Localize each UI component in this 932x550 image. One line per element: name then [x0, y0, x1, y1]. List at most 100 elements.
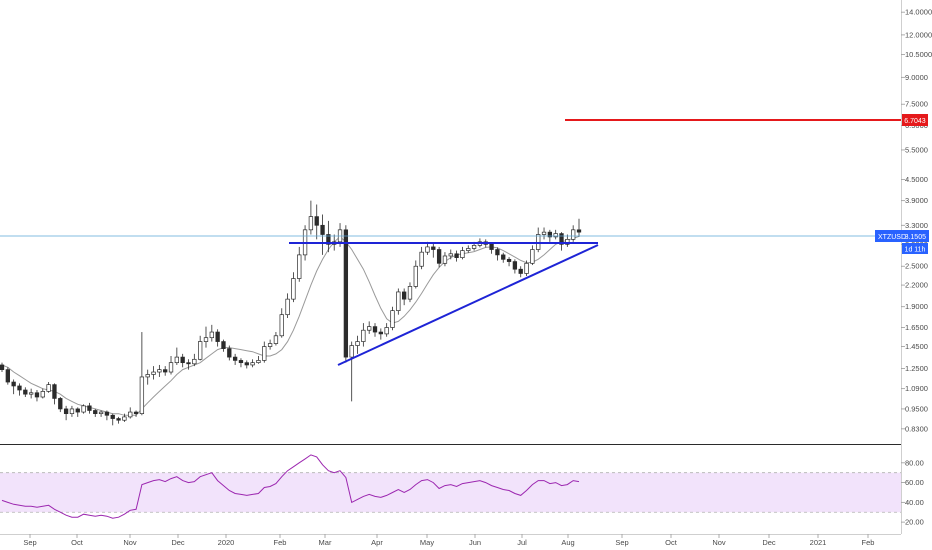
- price-tick-label: 12.0000: [905, 30, 932, 39]
- candle-body-down: [180, 356, 185, 364]
- candle: [297, 246, 302, 282]
- candle-body-up: [128, 411, 133, 418]
- candle: [524, 260, 529, 276]
- price-axis[interactable]: 14.000012.000010.50009.00007.50006.50005…: [901, 8, 932, 434]
- time-tick-label: Nov: [712, 538, 726, 547]
- candle-body-down: [244, 362, 249, 366]
- candle: [489, 242, 494, 254]
- target-price-tag: 6.7043: [902, 114, 928, 126]
- candle: [163, 366, 168, 376]
- candle-body-up: [460, 250, 465, 258]
- candle-body-up: [571, 229, 576, 240]
- candle: [23, 387, 28, 398]
- time-tick-label: Feb: [274, 538, 287, 547]
- rsi-axis[interactable]: 80.00 60.00 40.00 20.00: [901, 458, 924, 527]
- time-tick-label: Nov: [123, 538, 137, 547]
- candle: [232, 353, 238, 365]
- sma-line: [1, 235, 580, 416]
- candle-body-down: [116, 418, 121, 421]
- price-tick-label: 9.0000: [905, 73, 928, 82]
- time-tick-label: Sep: [23, 538, 36, 547]
- candle-body-up: [361, 329, 366, 342]
- time-tick-label: Oct: [665, 538, 678, 547]
- candle: [128, 407, 133, 419]
- time-tick-label: Jul: [517, 538, 527, 547]
- candle-body-up: [209, 331, 214, 339]
- candle: [291, 272, 296, 303]
- candle-body-up: [553, 233, 558, 238]
- countdown-tag: 1d 11h: [902, 243, 928, 254]
- price-tick-label: 3.9000: [905, 196, 928, 205]
- candle: [273, 332, 279, 346]
- candle: [407, 282, 413, 303]
- candle-body-down: [52, 384, 57, 399]
- candle-body-up: [285, 298, 290, 316]
- candle-body-down: [17, 385, 22, 391]
- candle: [151, 366, 156, 380]
- candle: [122, 413, 127, 422]
- candle-body-down: [401, 291, 407, 300]
- candle: [460, 246, 465, 260]
- candle-body-up: [28, 392, 34, 395]
- candle-body-up: [250, 362, 255, 366]
- candle-body-up: [565, 238, 570, 245]
- candle: [87, 402, 92, 414]
- candle-body-up: [81, 405, 86, 413]
- candle: [157, 364, 162, 377]
- time-tick-label: Sep: [615, 538, 628, 547]
- candle: [75, 407, 80, 417]
- candle-body-up: [448, 253, 453, 257]
- candle-body-down: [215, 331, 220, 342]
- candle-body-up: [157, 369, 162, 373]
- time-tick-label: Jun: [469, 538, 481, 547]
- candle-body-up: [390, 310, 395, 328]
- last-price-text: 3.1505: [905, 234, 927, 241]
- candle-body-down: [93, 410, 98, 415]
- candle-body-down: [576, 229, 582, 233]
- candle: [576, 218, 582, 237]
- candle: [215, 329, 220, 347]
- candle: [349, 341, 354, 402]
- candle: [553, 229, 558, 240]
- candle-body-down: [495, 249, 500, 256]
- candle-body-up: [396, 291, 401, 311]
- candle: [256, 356, 261, 364]
- main-plot-area[interactable]: [0, 0, 901, 444]
- time-axis[interactable]: Sep Oct Nov Dec 2020 Feb Mar Apr May Jun Jul Aug Sep…: [23, 534, 874, 547]
- time-tick-label: Apr: [371, 538, 383, 547]
- candle-body-up: [151, 371, 156, 375]
- time-tick-label: Dec: [171, 538, 185, 547]
- candle: [343, 225, 349, 363]
- price-tick-label: 2.2000: [905, 281, 928, 290]
- candle: [238, 358, 244, 368]
- candle-body-down: [5, 369, 10, 383]
- time-tick-label: Mar: [319, 538, 332, 547]
- candle: [34, 390, 40, 402]
- candle-body-down: [326, 234, 331, 245]
- candle-body-up: [273, 335, 279, 344]
- candle: [186, 359, 191, 370]
- candle: [58, 397, 63, 413]
- candle: [436, 246, 442, 268]
- candle-body-down: [431, 246, 436, 250]
- candle-body-up: [69, 408, 75, 415]
- candle: [518, 266, 523, 278]
- candle: [571, 225, 576, 242]
- ascending-support-line: [337, 244, 599, 366]
- candle-body-up: [413, 265, 418, 287]
- candle: [326, 220, 331, 253]
- candle-body-up: [279, 314, 284, 337]
- candle-body-up: [267, 343, 273, 347]
- price-tick-label: 10.5000: [905, 50, 932, 59]
- candle: [559, 232, 564, 251]
- candle: [81, 404, 86, 414]
- rsi-polyline: [1, 454, 580, 519]
- candle-body-down: [110, 414, 115, 419]
- rsi-tick-label: 20.00: [905, 518, 924, 527]
- candle-body-down: [63, 408, 69, 415]
- rsi-tick-label: 60.00: [905, 478, 924, 487]
- candle-body-down: [343, 229, 349, 358]
- candle-body-up: [442, 255, 448, 264]
- candle: [63, 405, 69, 421]
